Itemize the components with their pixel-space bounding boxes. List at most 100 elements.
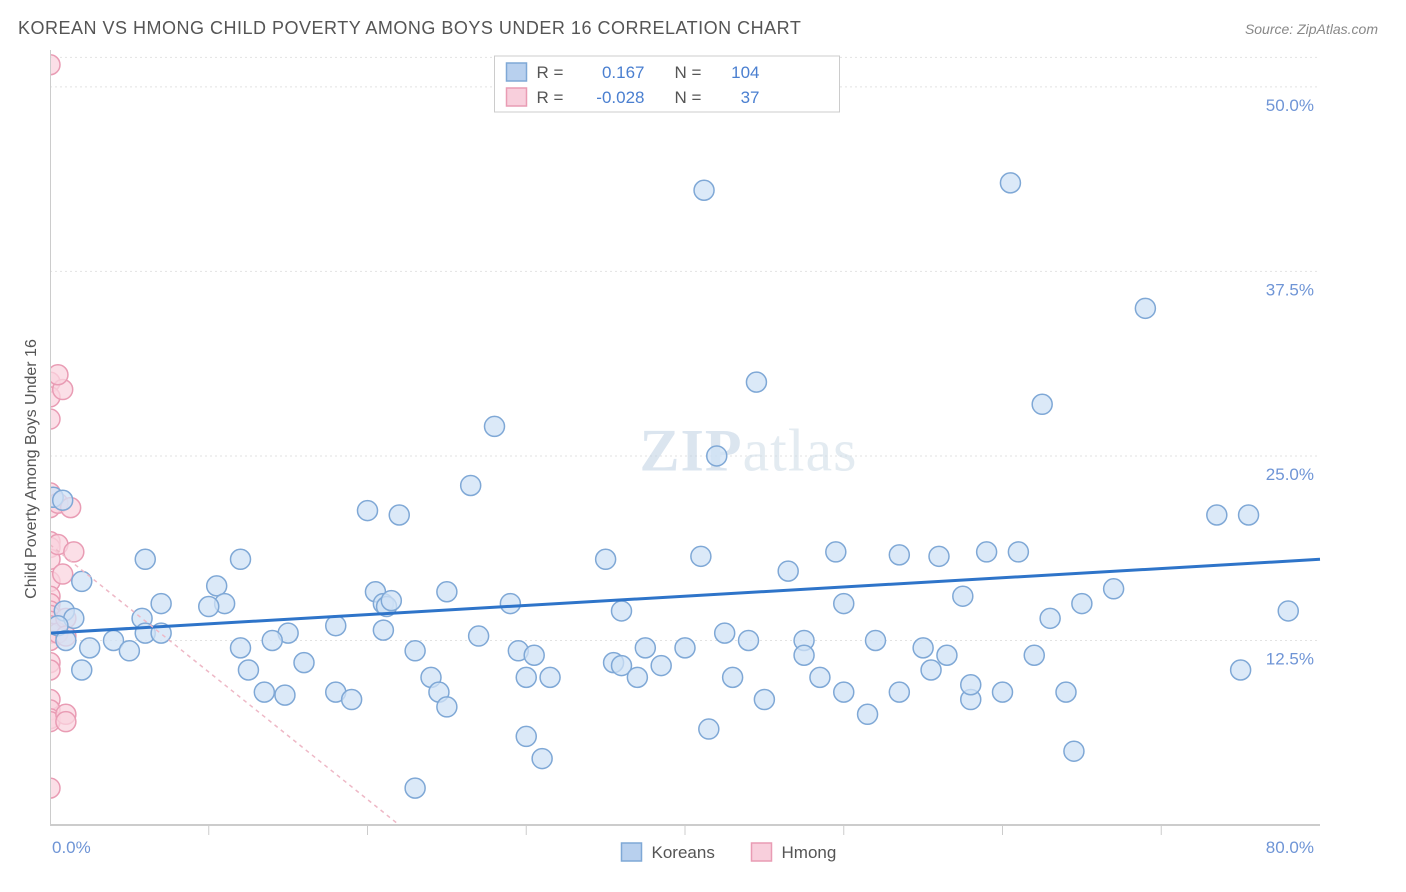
y-tick-label: 25.0% bbox=[1266, 465, 1314, 484]
korean-point bbox=[977, 542, 997, 562]
watermark: ZIPatlas bbox=[640, 418, 858, 484]
korean-point bbox=[540, 667, 560, 687]
korean-point bbox=[437, 582, 457, 602]
korean-point bbox=[437, 697, 457, 717]
korean-point bbox=[1104, 579, 1124, 599]
korean-point bbox=[723, 667, 743, 687]
korean-point bbox=[1000, 173, 1020, 193]
korean-point bbox=[80, 638, 100, 658]
korean-point bbox=[691, 546, 711, 566]
korean-point bbox=[532, 749, 552, 769]
korean-point bbox=[1008, 542, 1028, 562]
legend-text: 104 bbox=[731, 63, 759, 82]
korean-point bbox=[889, 682, 909, 702]
korean-point bbox=[358, 501, 378, 521]
legend-label-hmong: Hmong bbox=[782, 843, 837, 862]
korean-point bbox=[715, 623, 735, 643]
korean-point bbox=[746, 372, 766, 392]
korean-point bbox=[834, 594, 854, 614]
legend-swatch-hmong-bottom bbox=[752, 843, 772, 861]
korean-point bbox=[485, 416, 505, 436]
y-tick-label: 12.5% bbox=[1266, 649, 1314, 668]
korean-point bbox=[889, 545, 909, 565]
legend-text: R = bbox=[537, 63, 564, 82]
korean-point bbox=[199, 597, 219, 617]
y-tick-label: 37.5% bbox=[1266, 280, 1314, 299]
korean-point bbox=[635, 638, 655, 658]
korean-point bbox=[151, 594, 171, 614]
korean-point bbox=[858, 704, 878, 724]
legend-swatch-korean bbox=[507, 63, 527, 81]
legend-text: N = bbox=[675, 63, 702, 82]
korean-point bbox=[1040, 608, 1060, 628]
korean-point bbox=[929, 546, 949, 566]
korean-point bbox=[675, 638, 695, 658]
korean-point bbox=[405, 641, 425, 661]
x-min-label: 0.0% bbox=[52, 838, 91, 857]
korean-point bbox=[810, 667, 830, 687]
hmong-point bbox=[64, 542, 84, 562]
chart-source: Source: ZipAtlas.com bbox=[1245, 21, 1378, 37]
korean-point bbox=[834, 682, 854, 702]
korean-point bbox=[231, 638, 251, 658]
hmong-point bbox=[50, 365, 68, 385]
korean-point bbox=[294, 653, 314, 673]
korean-point bbox=[1239, 505, 1259, 525]
korean-point bbox=[500, 594, 520, 614]
korean-point bbox=[72, 571, 92, 591]
legend-text: R = bbox=[537, 88, 564, 107]
korean-point bbox=[794, 645, 814, 665]
korean-point bbox=[262, 630, 282, 650]
korean-point bbox=[699, 719, 719, 739]
korean-point bbox=[135, 549, 155, 569]
chart-title: KOREAN VS HMONG CHILD POVERTY AMONG BOYS… bbox=[18, 18, 801, 39]
korean-point bbox=[238, 660, 258, 680]
korean-point bbox=[754, 690, 774, 710]
hmong-point bbox=[56, 712, 76, 732]
korean-point bbox=[596, 549, 616, 569]
korean-point bbox=[826, 542, 846, 562]
chart-header: KOREAN VS HMONG CHILD POVERTY AMONG BOYS… bbox=[18, 18, 1378, 39]
korean-point bbox=[694, 180, 714, 200]
korean-point bbox=[53, 490, 73, 510]
korean-point bbox=[389, 505, 409, 525]
korean-point bbox=[405, 778, 425, 798]
korean-point bbox=[326, 616, 346, 636]
y-axis-label: Child Poverty Among Boys Under 16 bbox=[23, 339, 41, 599]
korean-point bbox=[739, 630, 759, 650]
korean-point bbox=[627, 667, 647, 687]
legend-text: N = bbox=[675, 88, 702, 107]
chart-area: ZIPatlas 12.5% 25.0% 37.5% 50.0% 0.0% 80.0% R =… bbox=[50, 50, 1406, 892]
korean-point bbox=[921, 660, 941, 680]
korean-point bbox=[119, 641, 139, 661]
korean-point bbox=[1231, 660, 1251, 680]
korean-point bbox=[254, 682, 274, 702]
korean-point bbox=[516, 667, 536, 687]
korean-point bbox=[342, 690, 362, 710]
scatter-chart: ZIPatlas 12.5% 25.0% 37.5% 50.0% 0.0% 80.0% R =… bbox=[50, 50, 1406, 892]
legend-text: 37 bbox=[741, 88, 760, 107]
korean-point bbox=[937, 645, 957, 665]
korean-point bbox=[651, 656, 671, 676]
y-tick-label: 50.0% bbox=[1266, 96, 1314, 115]
hmong-point bbox=[53, 564, 73, 584]
korean-point bbox=[1278, 601, 1298, 621]
legend-swatch-korean-bottom bbox=[622, 843, 642, 861]
korean-point bbox=[516, 726, 536, 746]
korean-point bbox=[778, 561, 798, 581]
legend-label-korean: Koreans bbox=[652, 843, 715, 862]
korean-point bbox=[707, 446, 727, 466]
korean-point bbox=[1032, 394, 1052, 414]
korean-point bbox=[231, 549, 251, 569]
legend-text: -0.028 bbox=[596, 88, 644, 107]
korean-point bbox=[1072, 594, 1092, 614]
korean-point bbox=[1056, 682, 1076, 702]
korean-point bbox=[961, 675, 981, 695]
korean-point bbox=[461, 475, 481, 495]
korean-point bbox=[207, 576, 227, 596]
korean-point bbox=[913, 638, 933, 658]
korean-point bbox=[275, 685, 295, 705]
korean-point bbox=[524, 645, 544, 665]
x-max-label: 80.0% bbox=[1266, 838, 1314, 857]
korean-point bbox=[1064, 741, 1084, 761]
